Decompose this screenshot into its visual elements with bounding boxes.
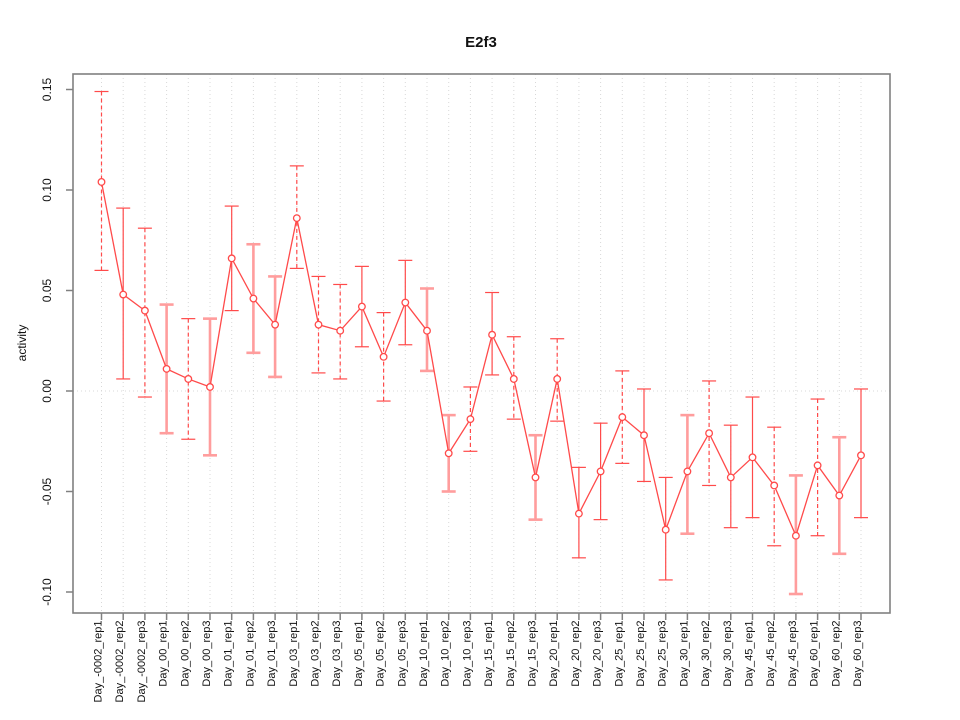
x-tick-label: Day_-0002_rep2 — [114, 621, 126, 703]
axes — [66, 73, 891, 620]
data-point-marker — [813, 461, 822, 470]
data-point-marker — [770, 481, 779, 490]
x-tick-label: Day_60_rep3 — [852, 621, 864, 687]
x-tick-label: Day_03_rep3 — [331, 621, 343, 687]
data-point-marker — [379, 352, 388, 361]
x-tick-label: Day_20_rep2 — [570, 621, 582, 687]
y-tick-label: 0.10 — [40, 178, 54, 202]
data-point-marker — [574, 509, 583, 518]
data-point-marker — [683, 467, 692, 476]
data-point-marker — [726, 473, 735, 482]
data-point-marker — [314, 320, 323, 329]
axis-labels: -0.10 -0.05 0.00 0.05 0.10 0.15 Day_-0002_rep1… — [40, 77, 864, 702]
x-tick-label: Day_10_rep3 — [461, 621, 473, 687]
x-tick-label: Day_45_rep1 — [744, 621, 756, 687]
data-point-marker — [292, 214, 301, 223]
x-tick-label: Day_03_rep2 — [310, 621, 322, 687]
data-point-marker — [488, 330, 497, 339]
y-axis-title: activity — [15, 325, 29, 362]
data-point-marker — [423, 326, 431, 335]
x-tick-label: Day_30_rep3 — [722, 621, 734, 687]
data-point-marker — [640, 431, 648, 440]
error-bars — [94, 90, 868, 596]
x-tick-label: Day_01_rep2 — [244, 621, 256, 687]
plot-box — [72, 73, 891, 614]
x-tick-label: Day_30_rep2 — [700, 621, 712, 687]
x-tick-label: Day_15_rep1 — [483, 621, 495, 687]
data-point-marker — [401, 298, 410, 307]
x-tick-label: Day_01_rep3 — [266, 621, 278, 687]
data-point-marker — [531, 473, 540, 482]
data-point-marker — [553, 374, 562, 383]
data-point-marker — [618, 413, 627, 422]
data-point-marker — [227, 254, 236, 263]
data-point-marker — [206, 383, 214, 391]
x-tick-label: Day_60_rep1 — [809, 621, 821, 687]
y-tick-label: 0.15 — [40, 77, 54, 101]
data-point-marker — [97, 178, 106, 186]
data-point-marker — [357, 302, 366, 311]
x-tick-label: Day_25_rep2 — [635, 621, 647, 687]
data-point-marker — [249, 294, 258, 303]
x-tick-label: Day_00_rep1 — [158, 621, 170, 687]
x-tick-label: Day_05_rep1 — [353, 621, 365, 687]
data-point-marker — [596, 467, 605, 476]
y-tick-label: -0.05 — [40, 478, 54, 506]
data-point-marker — [791, 531, 800, 540]
x-tick-label: Day_01_rep1 — [223, 621, 235, 687]
x-tick-label: Day_03_rep1 — [288, 621, 300, 687]
data-point-marker — [119, 290, 128, 299]
x-tick-label: Day_45_rep3 — [787, 621, 799, 687]
x-tick-label: Day_00_rep2 — [179, 621, 191, 687]
x-tick-label: Day_10_rep2 — [440, 621, 452, 687]
data-point-marker — [705, 429, 714, 438]
y-tick-label: -0.10 — [40, 578, 54, 606]
x-tick-label: Day_20_rep3 — [592, 621, 604, 687]
data-point-marker — [661, 525, 670, 534]
data-point-marker — [857, 451, 865, 460]
x-tick-label: Day_45_rep2 — [765, 621, 777, 687]
data-point-marker — [835, 491, 844, 500]
x-tick-label: Day_20_rep1 — [548, 621, 560, 687]
x-tick-label: Day_30_rep1 — [678, 621, 690, 687]
data-point-marker — [336, 326, 345, 335]
series-polyline — [100, 181, 862, 538]
data-points — [97, 178, 865, 540]
x-tick-label: Day_00_rep3 — [201, 621, 213, 687]
y-tick-label: 0.05 — [40, 278, 54, 302]
series-line — [100, 181, 862, 538]
data-point-marker — [748, 453, 757, 462]
data-point-marker — [184, 374, 193, 383]
x-tick-label: Day_60_rep2 — [830, 621, 842, 687]
data-point-marker — [509, 374, 518, 383]
data-point-marker — [444, 449, 453, 458]
x-tick-label: Day_-0002_rep1 — [93, 621, 105, 703]
data-point-marker — [162, 364, 171, 373]
data-point-marker — [140, 306, 149, 315]
x-tick-label: Day_15_rep2 — [505, 621, 517, 687]
y-tick-label: 0.00 — [40, 379, 54, 403]
x-tick-label: Day_05_rep3 — [396, 621, 408, 687]
x-tick-label: Day_-0002_rep3 — [136, 621, 148, 703]
data-point-marker — [271, 320, 280, 329]
x-tick-label: Day_10_rep1 — [418, 621, 430, 687]
x-tick-label: Day_25_rep3 — [657, 621, 669, 687]
data-point-marker — [466, 415, 475, 424]
x-tick-label: Day_05_rep2 — [375, 621, 387, 687]
x-tick-label: Day_25_rep1 — [613, 621, 625, 687]
chart-title: E2f3 — [465, 34, 497, 51]
gridlines — [73, 74, 890, 613]
x-tick-label: Day_15_rep3 — [527, 621, 539, 687]
